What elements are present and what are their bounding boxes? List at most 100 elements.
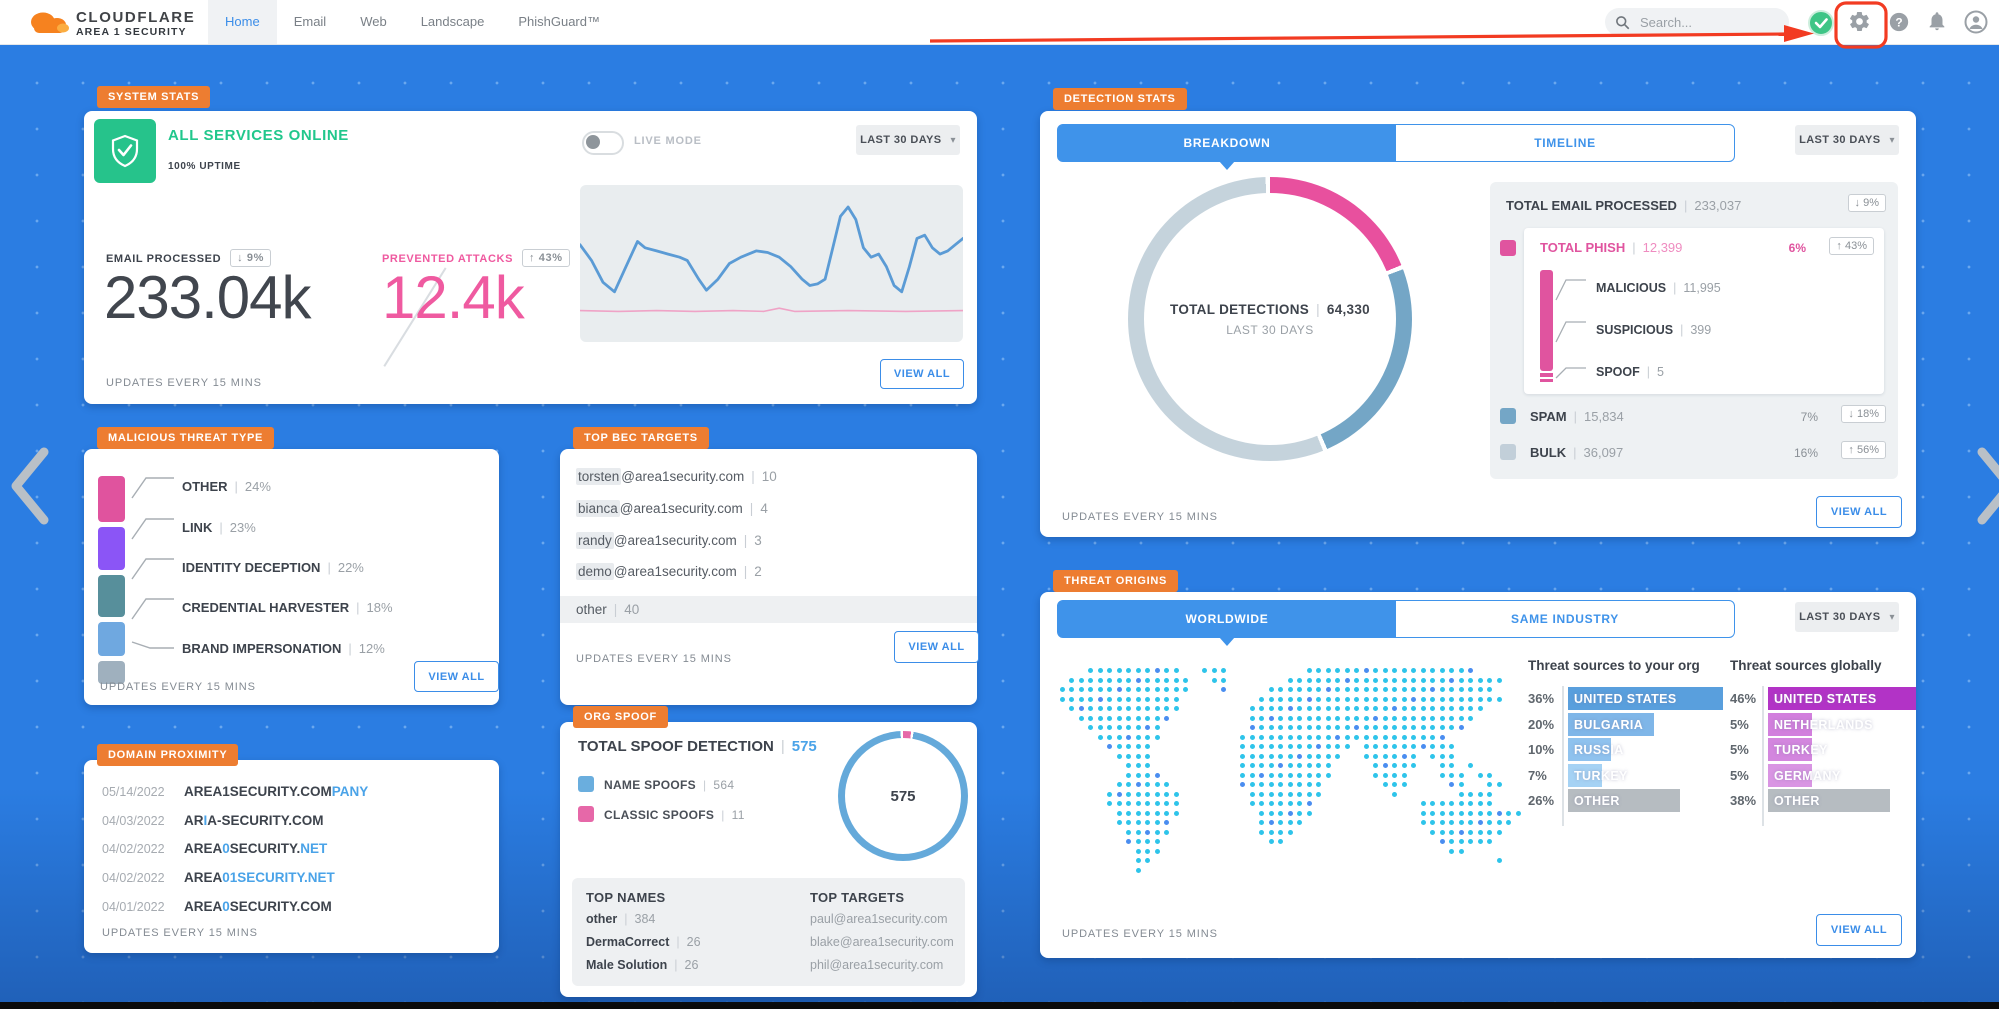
global-pct: 5% <box>1730 717 1749 732</box>
brand-name: CLOUDFLARE <box>76 9 196 26</box>
global-bar-other: OTHER <box>1768 789 1891 812</box>
world-dot-map <box>1050 668 1526 900</box>
system-stats-updates-text: UPDATES EVERY 15 MINS <box>106 377 262 389</box>
org-pct: 7% <box>1528 768 1547 783</box>
org-bar-other: OTHER <box>1568 789 1680 812</box>
carousel-next-chevron-icon[interactable] <box>1974 446 1999 526</box>
threat-origins-tabs: WORLDWIDE SAME INDUSTRY <box>1057 600 1735 646</box>
detection-tabs: BREAKDOWN TIMELINE <box>1057 124 1735 170</box>
bec-row[interactable]: demo @area1security.com | 2 <box>576 563 762 580</box>
services-status-text: ALL SERVICES ONLINE <box>168 127 349 144</box>
org-bar-united-states: UNITED STATES <box>1568 687 1723 710</box>
bec-view-all-button[interactable]: VIEW ALL <box>894 631 979 663</box>
account-user-icon[interactable] <box>1964 10 1988 34</box>
chevron-down-icon: ▾ <box>1889 611 1895 623</box>
org-pct: 26% <box>1528 793 1555 808</box>
threat-origins-range-dropdown[interactable]: LAST 30 DAYS ▾ <box>1795 602 1899 632</box>
global-pct: 5% <box>1730 742 1749 757</box>
domain-proximity-card: 05/14/2022 AREA1SECURITY.COMPANY 04/03/20… <box>84 760 499 953</box>
cloudflare-logo-icon <box>31 12 69 33</box>
total-phish-row: TOTAL PHISH | 12,399 <box>1540 240 1683 255</box>
shield-check-status-icon <box>1808 10 1834 36</box>
threat-type-row: OTHER | 24% <box>130 476 271 499</box>
detection-updates-text: UPDATES EVERY 15 MINS <box>1062 511 1218 523</box>
threat-type-view-all-button[interactable]: VIEW ALL <box>414 661 499 692</box>
carousel-prev-chevron-icon[interactable] <box>4 446 52 526</box>
org-pct: 10% <box>1528 742 1555 757</box>
email-processed-label: EMAIL PROCESSED ↓ 9% <box>106 249 272 267</box>
prevented-attacks-delta-badge: ↑ 43% <box>522 249 570 267</box>
bar-segment-credential-harvester <box>98 622 125 657</box>
bec-row[interactable]: torsten @area1security.com | 10 <box>576 468 777 485</box>
bec-row[interactable]: randy @area1security.com | 3 <box>576 532 762 549</box>
name-spoofs-legend: NAME SPOOFS | 564 <box>604 778 735 792</box>
detection-range-dropdown[interactable]: LAST 30 DAYS ▾ <box>1795 125 1899 155</box>
detection-view-all-button[interactable]: VIEW ALL <box>1816 496 1902 528</box>
live-mode-toggle[interactable] <box>582 131 624 155</box>
nav-item-phishguard[interactable]: PhishGuard™ <box>518 14 600 29</box>
domain-row[interactable]: 05/14/2022 AREA1SECURITY.COMPANY <box>102 784 369 799</box>
bar-segment-other <box>98 476 125 522</box>
name-spoofs-legend-swatch <box>578 776 594 792</box>
domain-proximity-tag: DOMAIN PROXIMITY <box>97 744 239 766</box>
org-pct: 36% <box>1528 691 1555 706</box>
bottom-black-bar <box>0 1002 1999 1009</box>
domain-row[interactable]: 04/01/2022 AREA0SECURITY.COM <box>102 899 332 914</box>
threat-origins-view-all-button[interactable]: VIEW ALL <box>1816 914 1902 946</box>
bar-segment-link <box>98 526 125 571</box>
domain-row[interactable]: 04/03/2022 ARIA-SECURITY.COM <box>102 813 324 828</box>
org-spoof-tag: ORG SPOOF <box>573 706 668 728</box>
threat-origins-tag: THREAT ORIGINS <box>1053 570 1179 592</box>
spoof-donut-total: 575 <box>890 787 916 805</box>
notifications-bell-icon[interactable] <box>1926 10 1950 34</box>
spam-pct: 7% <box>1800 410 1818 424</box>
brand-subtitle: AREA 1 SECURITY <box>76 26 187 38</box>
tab-same-industry[interactable]: SAME INDUSTRY <box>1511 612 1619 626</box>
detection-stats-card: BREAKDOWN TIMELINE LAST 30 DAYS ▾ TOTAL D… <box>1040 111 1916 537</box>
search-icon <box>1616 15 1630 29</box>
org-spoof-card: TOTAL SPOOF DETECTION | 575 NAME SPOOFS | 56… <box>560 722 977 997</box>
top-navigation-bar: CLOUDFLARE AREA 1 SECURITY Home Email We… <box>0 0 1999 44</box>
tab-breakdown[interactable]: BREAKDOWN <box>1058 125 1396 170</box>
bar-segment-brand-impersonation <box>98 661 125 685</box>
search-box[interactable] <box>1605 8 1789 36</box>
nav-item-landscape[interactable]: Landscape <box>420 14 485 29</box>
main-nav: Home Email Web Landscape PhishGuard™ <box>208 0 617 44</box>
nav-item-email[interactable]: Email <box>293 14 327 29</box>
services-shield-icon <box>94 119 156 183</box>
bec-other-row[interactable]: other | 40 <box>560 596 977 623</box>
org-bar-bulgaria: BULGARIA <box>1568 713 1655 736</box>
system-stats-view-all-button[interactable]: VIEW ALL <box>880 359 964 389</box>
total-phish-subcard: TOTAL PHISH | 12,399 6% ↑ 43% MALICIOUS | 11… <box>1524 228 1884 394</box>
bec-row[interactable]: bianca @area1security.com | 4 <box>576 500 768 517</box>
nav-item-web[interactable]: Web <box>360 14 387 29</box>
tab-worldwide[interactable]: WORLDWIDE <box>1058 601 1396 646</box>
detections-donut-center: TOTAL DETECTIONS | 64,330 LAST 30 DAYS <box>1170 301 1370 337</box>
detection-breakdown-panel: TOTAL EMAIL PROCESSED | 233,037 ↓ 9% TOTAL… <box>1490 182 1898 479</box>
global-bar-germany: GERMANY <box>1768 764 1840 787</box>
org-pct: 20% <box>1528 717 1555 732</box>
suspicious-row: SUSPICIOUS | 399 <box>1555 320 1711 343</box>
prevented-attacks-label: PREVENTED ATTACKS ↑ 43% <box>382 249 570 267</box>
threat-type-tag: MALICIOUS THREAT TYPE <box>97 427 275 449</box>
settings-gear-icon[interactable] <box>1848 10 1872 34</box>
email-trend-chart <box>580 185 963 342</box>
search-input[interactable] <box>1638 13 1772 31</box>
threat-origins-updates-text: UPDATES EVERY 15 MINS <box>1062 928 1218 940</box>
threat-type-row: LINK | 23% <box>130 517 256 540</box>
domain-row[interactable]: 04/02/2022 AREA01SECURITY.NET <box>102 870 335 885</box>
malicious-row: MALICIOUS | 11,995 <box>1555 278 1721 301</box>
org-sources-heading: Threat sources to your org <box>1528 658 1700 673</box>
org-spoof-detail-panel: TOP NAMES other | 384 DermaCorrect | 26 Male… <box>572 878 965 986</box>
global-bar-united-states: UNITED STATES <box>1768 687 1916 710</box>
tab-timeline[interactable]: TIMELINE <box>1534 136 1596 150</box>
help-icon[interactable]: ? <box>1888 11 1912 35</box>
svg-text:?: ? <box>1895 16 1902 30</box>
bulk-row: BULK | 36,097 <box>1530 445 1624 460</box>
domain-row[interactable]: 04/02/2022 AREA0SECURITY.NET <box>102 841 328 856</box>
nav-item-home[interactable]: Home <box>208 0 277 44</box>
chevron-down-icon: ▾ <box>950 134 956 146</box>
top-target-row: paul@area1security.com <box>810 912 948 926</box>
system-stats-range-dropdown[interactable]: LAST 30 DAYS ▾ <box>856 125 960 155</box>
system-stats-tag: SYSTEM STATS <box>97 86 211 108</box>
